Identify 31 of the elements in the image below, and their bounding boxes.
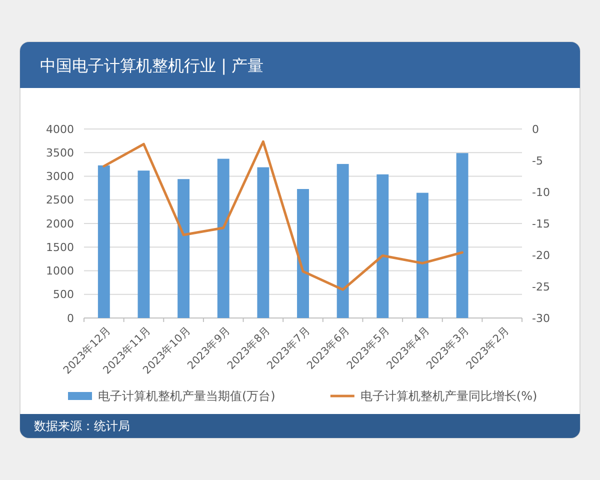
bar [257, 167, 270, 318]
line-series [102, 140, 464, 291]
bar [178, 179, 190, 318]
bar [297, 189, 309, 318]
y-tick-label: 500 [53, 288, 74, 302]
bar [98, 165, 110, 318]
y2-tick-label: 0 [532, 122, 539, 136]
y-tick-label: 3000 [46, 170, 74, 184]
y2-tick-label: -5 [532, 154, 543, 168]
bar [336, 164, 349, 318]
y2-tick-label: -25 [532, 280, 550, 294]
y-tick-label: 3500 [46, 146, 74, 160]
y-tick-label: 2000 [46, 217, 74, 230]
y-tick-label: 0 [67, 312, 74, 325]
y-tick-label: 1000 [46, 264, 74, 278]
legend-label: 电子计算机整机产量当期值(万台) [98, 389, 276, 404]
y2-tick-label: -20 [532, 248, 550, 262]
y-tick-label: 1500 [46, 240, 74, 254]
y-tick-label: 4000 [46, 122, 74, 136]
bar [138, 170, 150, 318]
bar [416, 192, 428, 318]
bar [376, 174, 389, 318]
y-tick-label: 2500 [46, 194, 74, 207]
y2-tick-label: -30 [532, 312, 550, 325]
legend-label: 电子计算机整机产量同比增长(%) [360, 389, 538, 404]
y2-tick-label: -15 [532, 217, 550, 230]
source-note: 数据来源：统计局 [34, 419, 130, 434]
bar [456, 153, 468, 318]
y2-tick-label: -10 [532, 186, 550, 199]
bar [217, 158, 230, 318]
chart-title: 中国电子计算机整机行业 | 产量 [40, 56, 264, 75]
